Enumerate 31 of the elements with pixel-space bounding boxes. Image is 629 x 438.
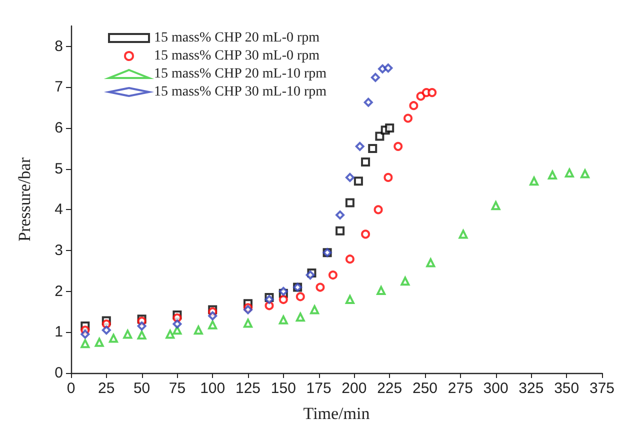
y-tick-label: 1 (54, 324, 63, 341)
y-tick-label: 5 (54, 160, 63, 178)
x-tick-label: 225 (377, 380, 402, 397)
x-tick-label: 50 (133, 380, 150, 397)
y-tick-label: 6 (54, 120, 63, 137)
x-tick-label: 125 (235, 380, 261, 397)
y-tick-label: 0 (54, 364, 63, 382)
y-tick-label: 7 (54, 78, 63, 96)
x-tick-label: 200 (342, 380, 367, 397)
x-tick-label: 325 (518, 380, 544, 397)
x-tick-label: 25 (98, 380, 115, 397)
x-tick-label: 275 (448, 380, 473, 397)
x-tick-label: 0 (66, 380, 76, 397)
x-tick-label: 300 (483, 380, 508, 397)
legend-label: 15 mass% CHP 30 mL-10 rpm (154, 84, 327, 100)
x-tick-label: 250 (412, 380, 438, 397)
x-tick-label: 150 (270, 380, 296, 397)
x-tick-label: 75 (168, 380, 186, 397)
legend-label: 15 mass% CHP 20 mL-10 rpm (154, 66, 327, 82)
x-tick-label: 175 (306, 380, 332, 397)
y-tick-label: 3 (54, 242, 63, 260)
legend-label: 15 mass% CHP 30 mL-0 rpm (154, 48, 320, 64)
x-tick-label: 100 (200, 380, 226, 397)
x-axis-title: Time/min (303, 404, 370, 423)
x-tick-label: 350 (554, 380, 580, 397)
y-tick-label: 4 (54, 201, 63, 218)
legend-label: 15 mass% CHP 20 mL-0 rpm (154, 30, 320, 46)
y-axis-title: Pressure/bar (15, 157, 34, 242)
y-tick-label: 2 (54, 282, 63, 300)
x-tick-label: 375 (589, 380, 615, 397)
y-tick-label: 8 (54, 38, 63, 55)
